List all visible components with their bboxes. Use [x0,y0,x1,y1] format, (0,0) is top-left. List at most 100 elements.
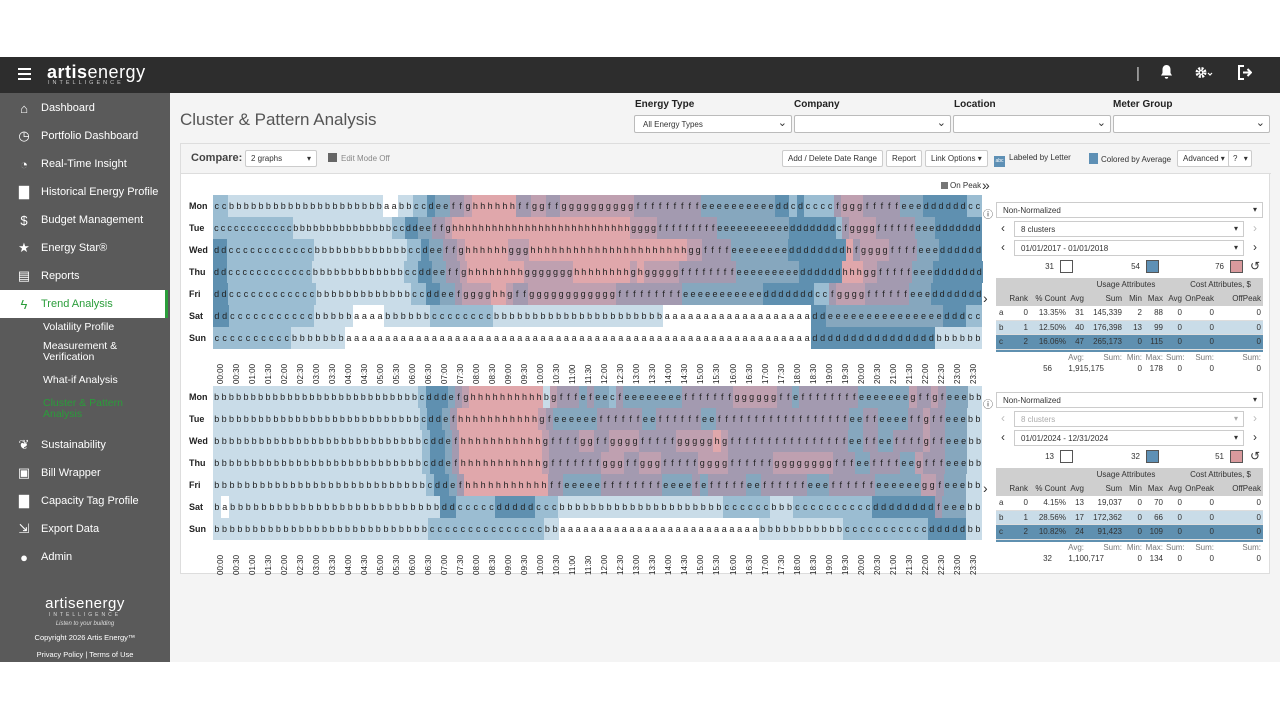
heatmap-cell[interactable]: f [916,386,924,408]
heatmap-cell[interactable]: g [608,283,617,305]
expand-table-icon[interactable]: › [983,480,988,496]
heatmap-cell[interactable]: e [552,408,561,430]
heatmap-cell[interactable]: a [717,305,726,327]
heatmap-cell[interactable]: d [806,283,814,305]
heatmap-cell[interactable]: h [488,261,496,283]
heatmap-cell[interactable]: d [959,195,967,217]
heatmap-cell[interactable]: f [608,474,617,496]
heatmap-cell[interactable]: f [895,217,902,239]
heatmap-cell[interactable]: c [497,518,506,540]
heatmap-cell[interactable]: g [567,195,576,217]
heatmap-cell[interactable]: a [694,305,703,327]
heatmap-cell[interactable]: f [703,386,712,408]
heatmap-cell[interactable]: f [656,217,664,239]
heatmap-cell[interactable]: d [842,327,850,349]
heatmap-cell[interactable]: g [541,452,550,474]
heatmap-cell[interactable]: b [601,305,610,327]
heatmap-cell[interactable]: b [683,496,692,518]
heatmap-cell[interactable]: b [360,408,369,430]
heatmap-cell[interactable]: c [966,195,975,217]
heatmap-cell[interactable]: b [699,496,708,518]
heatmap-cell[interactable]: h [474,261,482,283]
heatmap-cell[interactable]: f [552,195,561,217]
heatmap-cell[interactable]: c [489,518,498,540]
heatmap-cell[interactable]: c [966,305,975,327]
heatmap-cell[interactable]: d [434,408,443,430]
heatmap-cell[interactable]: e [911,305,920,327]
heatmap-cell[interactable]: b [342,239,350,261]
heatmap-cell[interactable]: c [484,305,493,327]
heatmap-cell[interactable]: b [289,474,297,496]
heatmap-cell[interactable]: c [275,305,283,327]
heatmap-cell[interactable]: d [911,496,919,518]
heatmap-cell[interactable]: f [728,452,736,474]
heatmap-cell[interactable]: f [450,239,458,261]
heatmap-cell[interactable]: e [915,195,923,217]
heatmap-cell[interactable]: b [774,518,782,540]
heatmap-cell[interactable]: b [609,305,617,327]
heatmap-cell[interactable]: f [545,195,553,217]
heatmap-cell[interactable]: f [832,452,841,474]
heatmap-cell[interactable]: a [492,327,501,349]
heatmap-cell[interactable]: c [904,518,913,540]
heatmap-cell[interactable]: g [630,217,637,239]
heatmap-cell[interactable]: f [810,430,818,452]
heatmap-cell[interactable]: d [788,239,796,261]
heatmap-cell[interactable]: c [897,518,905,540]
heatmap-cell[interactable]: h [587,261,595,283]
heatmap-cell[interactable]: a [772,305,780,327]
heatmap-cell[interactable]: a [352,327,361,349]
heatmap-cell[interactable]: c [213,217,220,239]
heatmap-cell[interactable]: b [301,408,310,430]
heatmap-cell[interactable]: b [297,518,306,540]
heatmap-cell[interactable]: a [702,327,710,349]
heatmap-cell[interactable]: f [900,430,908,452]
heatmap-cell[interactable]: a [779,327,788,349]
heatmap-cell[interactable]: f [623,474,632,496]
heatmap-cell[interactable]: e [892,408,901,430]
heatmap-cell[interactable]: b [257,195,265,217]
heatmap-cell[interactable]: d [940,261,948,283]
heatmap-cell[interactable]: f [639,474,647,496]
heatmap-cell[interactable]: f [867,474,876,496]
heatmap-cell[interactable]: e [900,408,908,430]
heatmap-cell[interactable]: b [279,408,287,430]
heatmap-cell[interactable]: f [765,430,774,452]
heatmap-cell[interactable]: b [812,518,821,540]
compare-select[interactable]: 2 graphs ▾ [245,150,317,167]
heatmap-cell[interactable]: d [931,283,939,305]
heatmap-cell[interactable]: f [449,408,457,430]
heatmap-cell[interactable]: b [345,305,353,327]
heatmap-cell[interactable]: a [453,327,462,349]
heatmap-cell[interactable]: b [396,283,404,305]
heatmap-cell[interactable]: e [444,430,452,452]
heatmap-cell[interactable]: e [873,305,881,327]
heatmap-cell[interactable]: a [710,305,718,327]
heatmap-cell[interactable]: f [907,408,916,430]
heatmap-cell[interactable]: b [492,305,501,327]
heatmap-cell[interactable]: c [730,496,739,518]
heatmap-cell[interactable]: b [382,261,390,283]
heatmap-cell[interactable]: f [616,474,624,496]
heatmap-cell[interactable]: e [880,305,889,327]
heatmap-cell[interactable]: h [508,408,517,430]
heatmap-cell[interactable]: b [274,518,283,540]
heatmap-cell[interactable]: f [852,474,860,496]
heatmap-cell[interactable]: f [922,452,930,474]
heatmap-cell[interactable]: h [845,239,853,261]
heatmap-cell[interactable]: e [806,474,815,496]
cluster-count-select[interactable]: 8 clusters [1014,411,1244,427]
heatmap-cell[interactable]: a [647,327,656,349]
heatmap-cell[interactable]: d [822,217,830,239]
table-row[interactable]: c 2 16.06% 47 265,173 0 115 0 0 0 [996,335,1263,350]
heatmap-cell[interactable]: c [414,239,422,261]
heatmap-cell[interactable]: f [870,430,878,452]
heatmap-cell[interactable]: f [795,430,804,452]
heatmap-cell[interactable]: b [235,430,243,452]
heatmap-cell[interactable]: f [654,474,662,496]
heatmap-cell[interactable]: c [912,518,921,540]
heatmap-cell[interactable]: c [505,518,513,540]
heatmap-cell[interactable]: h [474,452,482,474]
heatmap-cell[interactable]: b [644,496,653,518]
heatmap-cell[interactable]: c [251,305,260,327]
